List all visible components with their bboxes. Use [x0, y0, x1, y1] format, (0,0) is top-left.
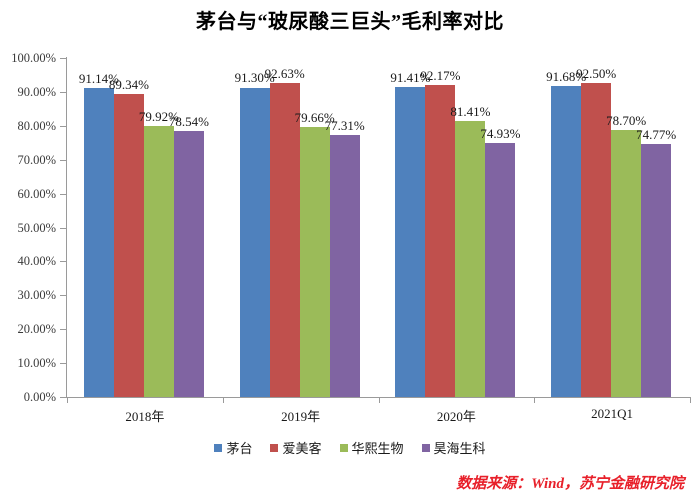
x-axis-tick: [534, 397, 536, 403]
y-axis-tick-label: 100.00%: [11, 51, 56, 65]
bar-value-label: 92.63%: [264, 65, 305, 81]
bar-value-label: 74.93%: [480, 125, 521, 141]
bar-value-label: 74.77%: [636, 126, 677, 142]
x-axis-tick: [67, 397, 68, 403]
y-axis-tick-label: 70.00%: [17, 152, 56, 167]
y-axis-tick-label: 0.00%: [23, 390, 56, 404]
y-axis-tick: [60, 329, 66, 331]
x-axis-tick: [378, 397, 380, 403]
y-axis-tick: [60, 58, 66, 59]
y-axis-tick-label: 30.00%: [17, 288, 56, 303]
bar-value-label: 92.50%: [576, 66, 617, 82]
x-axis-tick: [690, 397, 691, 403]
legend-swatch-icon: [270, 443, 279, 452]
legend-swatch-icon: [339, 443, 348, 452]
source-note: 数据来源：Wind，苏宁金融研究院: [456, 476, 684, 492]
y-axis-tick: [60, 397, 66, 398]
bar-value-label: 91.14%: [78, 71, 119, 87]
legend-label: 华熙生物: [351, 441, 404, 456]
bar-爱美客-2020年[interactable]: [425, 84, 456, 397]
y-axis-tick: [60, 193, 66, 195]
bar-茅台-2020年[interactable]: [395, 87, 426, 397]
bar-爱美客-2019年[interactable]: [269, 82, 300, 397]
legend-item-爱美客[interactable]: 爱美客: [270, 438, 322, 457]
bar-value-label: 91.41%: [390, 70, 431, 86]
x-axis-category-label: 2020年: [436, 409, 476, 424]
x-axis-tick: [222, 397, 224, 403]
y-axis-tick-label: 80.00%: [17, 118, 56, 133]
plot-area: 91.14% 89.34% 79.92% 78.54% 91.30% 92.63% 79.6…: [67, 58, 690, 397]
legend-swatch-icon: [421, 443, 430, 452]
y-axis-tick-label: 90.00%: [17, 84, 56, 99]
bar-昊海生科-2018年[interactable]: [173, 130, 204, 397]
bar-爱美客-2021Q1[interactable]: [581, 83, 612, 397]
y-axis-tick: [60, 363, 66, 365]
legend-label: 昊海生科: [433, 441, 486, 456]
bar-value-label: 77.31%: [324, 117, 365, 133]
y-axis-tick-label: 20.00%: [17, 322, 56, 337]
bar-value-label: 91.68%: [546, 69, 587, 85]
y-axis-tick: [60, 125, 66, 127]
y-axis-tick: [60, 261, 66, 263]
y-axis-tick: [60, 91, 66, 93]
y-axis-tick: [60, 227, 66, 229]
chart-title: 茅台与“玻尿酸三巨头”毛利率对比: [196, 11, 504, 33]
bar-value-label: 79.66%: [294, 109, 335, 125]
y-axis-tick-label: 60.00%: [17, 186, 56, 201]
bar-昊海生科-2021Q1[interactable]: [641, 143, 672, 397]
bar-华熙生物-2020年[interactable]: [455, 121, 486, 397]
bar-value-label: 92.17%: [420, 67, 461, 83]
bar-华熙生物-2019年[interactable]: [299, 126, 330, 397]
y-axis-line: [66, 57, 67, 398]
bar-value-label: 81.41%: [450, 104, 491, 120]
legend-item-昊海生科[interactable]: 昊海生科: [421, 438, 486, 457]
x-axis-category-label: 2019年: [281, 409, 321, 424]
legend-item-华熙生物[interactable]: 华熙生物: [339, 438, 404, 457]
y-axis-tick: [60, 159, 66, 161]
legend-swatch-icon: [214, 443, 223, 452]
bar-茅台-2019年[interactable]: [239, 87, 270, 397]
bar-茅台-2021Q1[interactable]: [551, 86, 582, 397]
x-axis-category-label: 2018年: [125, 409, 165, 424]
y-axis-tick-label: 50.00%: [17, 220, 56, 235]
y-axis-tick-label: 40.00%: [17, 254, 56, 269]
y-axis-tick: [60, 295, 66, 297]
bar-昊海生科-2020年[interactable]: [485, 143, 516, 397]
bar-华熙生物-2018年[interactable]: [143, 126, 174, 397]
x-axis-category-label: 2021Q1: [591, 406, 634, 421]
bar-昊海生科-2019年[interactable]: [329, 134, 360, 397]
chart-legend: 茅台 爱美客 华熙生物 昊海生科: [0, 438, 700, 457]
y-axis-tick-label: 10.00%: [17, 356, 56, 371]
bar-茅台-2018年[interactable]: [83, 88, 114, 397]
legend-label: 茅台: [226, 441, 253, 456]
bar-爱美客-2018年[interactable]: [113, 94, 144, 397]
bar-value-label: 91.30%: [234, 70, 275, 86]
bar-华熙生物-2021Q1[interactable]: [611, 130, 642, 397]
bar-value-label: 79.92%: [138, 109, 179, 125]
legend-label: 爱美客: [282, 441, 322, 456]
bar-value-label: 78.70%: [606, 113, 647, 129]
legend-item-茅台[interactable]: 茅台: [214, 438, 252, 457]
bar-value-label: 78.54%: [168, 113, 209, 129]
bar-value-label: 89.34%: [108, 77, 149, 93]
